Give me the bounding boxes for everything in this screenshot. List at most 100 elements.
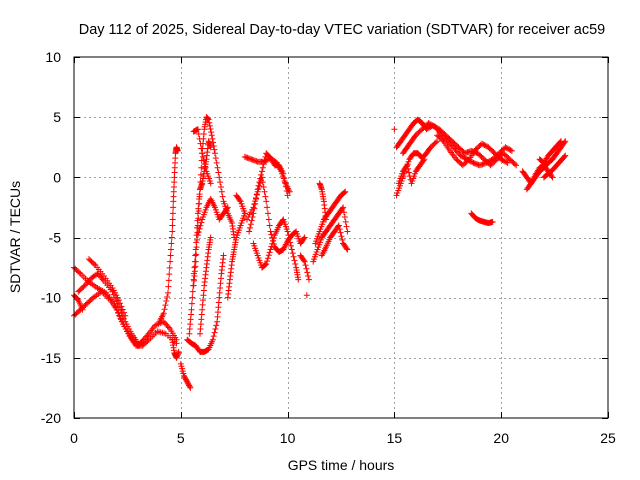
- x-tick-labels: 0 5 10 15 20 25: [70, 430, 616, 446]
- data-point: [186, 383, 193, 390]
- data-point: [247, 221, 254, 228]
- data-point: [160, 310, 167, 317]
- data-point: [200, 157, 207, 164]
- data-point: [548, 173, 555, 180]
- data-point: [503, 144, 510, 151]
- data-point: [451, 145, 458, 152]
- data-point: [82, 281, 89, 288]
- data-point: [195, 131, 202, 138]
- data-point: [199, 150, 206, 157]
- data-point: [81, 282, 88, 289]
- data-point: [508, 147, 515, 154]
- data-point: [189, 294, 196, 301]
- data-point: [169, 228, 176, 235]
- data-point: [405, 169, 412, 176]
- data-point: [344, 228, 351, 235]
- data-point: [173, 340, 180, 347]
- data-point: [144, 337, 151, 344]
- data-point: [210, 333, 217, 340]
- data-point: [270, 237, 277, 244]
- data-point: [341, 189, 348, 196]
- data-point: [449, 144, 456, 151]
- data-point: [266, 249, 273, 256]
- data-point: [212, 325, 219, 332]
- data-point: [435, 128, 442, 135]
- data-point: [269, 240, 276, 247]
- data-point: [447, 141, 454, 148]
- data-point: [478, 140, 485, 147]
- data-point: [262, 261, 269, 268]
- data-point: [258, 171, 265, 178]
- data-point: [305, 276, 312, 283]
- data-point: [192, 252, 199, 259]
- data-point: [489, 218, 496, 225]
- data-point: [391, 126, 398, 133]
- data-point: [340, 204, 347, 211]
- y-tick-label: -15: [41, 350, 61, 366]
- y-tick-label: 0: [53, 169, 61, 185]
- data-point: [460, 154, 467, 161]
- data-point: [265, 216, 272, 223]
- data-point: [224, 204, 231, 211]
- data-point: [194, 126, 201, 133]
- data-point: [220, 252, 227, 259]
- data-point: [118, 303, 125, 310]
- data-point: [437, 129, 444, 136]
- data-point: [498, 156, 505, 163]
- data-point: [280, 170, 287, 177]
- data-point: [211, 329, 218, 336]
- data-point: [336, 226, 343, 233]
- data-point: [287, 239, 294, 246]
- data-point: [191, 264, 198, 271]
- data-point: [170, 204, 177, 211]
- data-point: [79, 306, 86, 313]
- data-point: [502, 144, 509, 151]
- data-point: [197, 222, 204, 229]
- data-point: [175, 348, 182, 355]
- data-point: [165, 283, 172, 290]
- data-point: [340, 209, 347, 216]
- data-point: [558, 138, 565, 145]
- data-point: [223, 205, 230, 212]
- data-point: [84, 279, 91, 286]
- x-tick-label: 20: [493, 430, 509, 446]
- data-point: [214, 164, 221, 171]
- data-point: [164, 289, 171, 296]
- data-point: [91, 260, 98, 267]
- x-tick-label: 10: [280, 430, 296, 446]
- data-point: [500, 157, 507, 164]
- data-point: [285, 232, 292, 239]
- data-point: [260, 183, 267, 190]
- data-point: [250, 210, 257, 217]
- data-point: [259, 164, 266, 171]
- data-point: [213, 159, 220, 166]
- data-point: [167, 246, 174, 253]
- data-point: [113, 298, 120, 305]
- data-point: [211, 150, 218, 157]
- data-point: [143, 333, 150, 340]
- data-point: [289, 250, 296, 257]
- data-point: [469, 159, 476, 166]
- data-point: [169, 210, 176, 217]
- data-point: [169, 222, 176, 229]
- data-point: [562, 152, 569, 159]
- data-point: [513, 162, 520, 169]
- data-point: [114, 301, 121, 308]
- data-point: [549, 174, 556, 181]
- data-point: [499, 157, 506, 164]
- data-point: [120, 309, 127, 316]
- data-point: [246, 228, 253, 235]
- data-point: [251, 205, 258, 212]
- data-point: [215, 169, 222, 176]
- data-point: [421, 156, 428, 163]
- data-point: [252, 195, 259, 202]
- data-point: [264, 258, 271, 265]
- data-point: [207, 234, 214, 241]
- data-point: [267, 246, 274, 253]
- data-point: [261, 188, 268, 195]
- data-point: [484, 159, 491, 166]
- data-point: [302, 262, 309, 269]
- data-point: [191, 258, 198, 265]
- data-point: [485, 158, 492, 165]
- data-point: [268, 243, 275, 250]
